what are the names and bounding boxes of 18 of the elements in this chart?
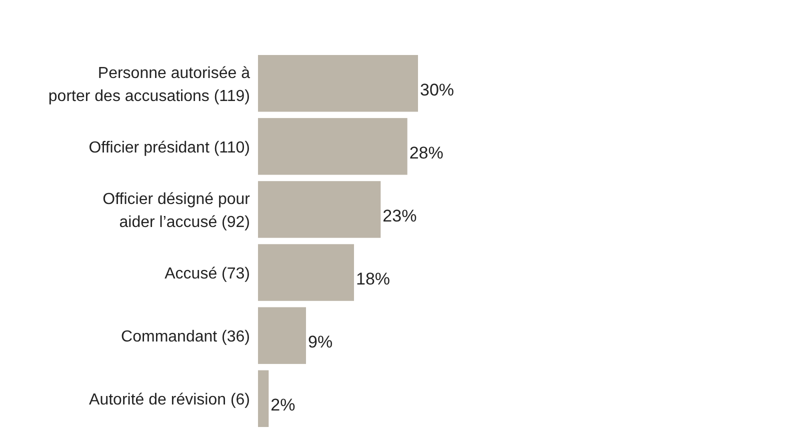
y-tick-label: Accusé (73) [164, 266, 250, 283]
data-label: 23% [382, 206, 417, 226]
data-label: 18% [356, 270, 390, 289]
bar [258, 181, 381, 238]
y-tick-label: Autorité de révision (6) [89, 392, 250, 409]
data-label: 2% [270, 396, 296, 415]
y-tick-label: Officier présidant (110) [88, 139, 250, 156]
bar [258, 370, 269, 427]
y-tick-label: Commandant (36) [121, 328, 250, 346]
y-tick-label: Officier désigné pour aider l’accusé (92) [102, 190, 251, 231]
data-label: 28% [409, 143, 444, 162]
bar [258, 244, 354, 301]
data-label: 30% [420, 80, 454, 100]
bar [258, 307, 306, 364]
bar [258, 118, 408, 175]
y-tick-label: Personne autorisée à porter des accusations (119) [48, 64, 250, 105]
data-label: 9% [308, 332, 333, 352]
bar [258, 55, 418, 112]
